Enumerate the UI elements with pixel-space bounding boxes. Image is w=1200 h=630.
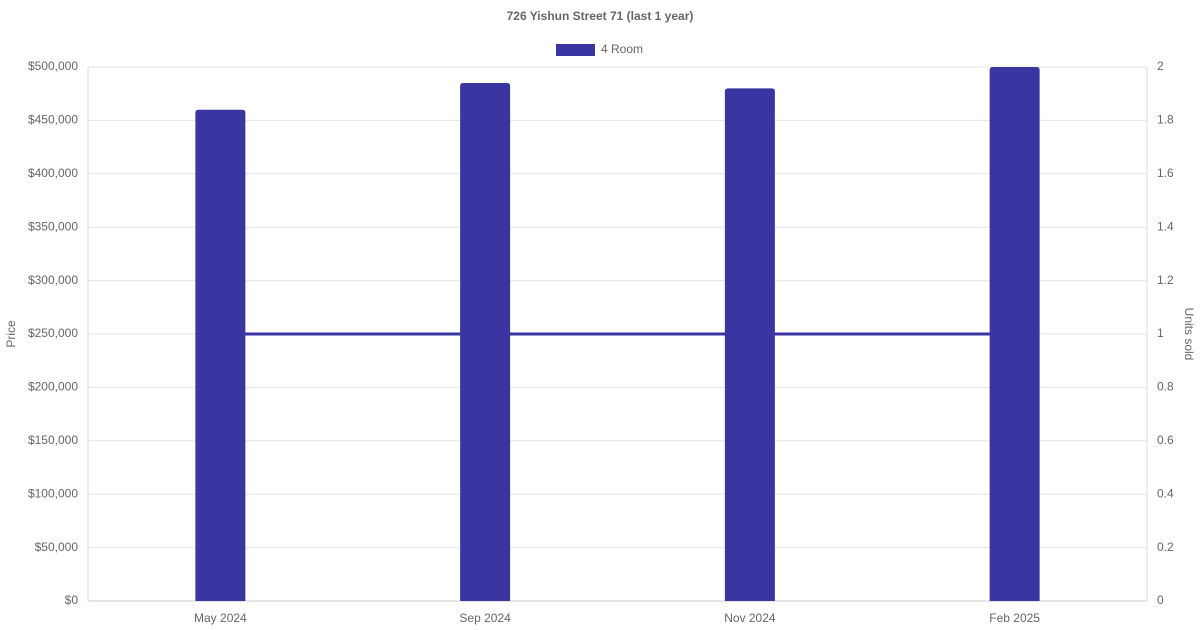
y2-axis-title: Units sold [1182,308,1196,361]
bar [724,88,775,602]
y2-tick-label: 0.2 [1157,540,1174,554]
legend-swatch [556,44,595,56]
x-tick-label: Nov 2024 [724,611,776,625]
y-tick-label: $450,000 [28,113,78,127]
y2-tick-label: 0.4 [1157,486,1174,500]
y2-tick-label: 0.8 [1157,380,1174,394]
y-tick-label: $100,000 [28,486,78,500]
legend-label: 4 Room [601,42,643,56]
x-tick-label: Feb 2025 [989,611,1040,625]
bar [989,67,1040,601]
y2-tick-label: 1.6 [1157,166,1174,180]
y-tick-label: $150,000 [28,433,78,447]
y-tick-label: $500,000 [28,59,78,73]
x-tick-label: Sep 2024 [459,611,511,625]
y-tick-label: $300,000 [28,273,78,287]
y2-tick-label: 2 [1157,59,1164,73]
y2-tick-label: 1 [1157,326,1164,340]
y2-tick-label: 1.2 [1157,273,1174,287]
y-tick-label: $400,000 [28,166,78,180]
chart-title: 726 Yishun Street 71 (last 1 year) [507,9,694,23]
y2-tick-label: 0.6 [1157,433,1174,447]
y-tick-label: $50,000 [35,540,79,554]
y-tick-label: $200,000 [28,380,78,394]
bar [460,83,511,601]
y-tick-label: $350,000 [28,219,78,233]
y-tick-label: $0 [65,593,79,607]
y2-tick-label: 1.8 [1157,113,1174,127]
bar [195,109,246,601]
y2-tick-label: 0 [1157,593,1164,607]
x-tick-label: May 2024 [194,611,247,625]
y-axis-title: Price [4,320,18,348]
y-tick-label: $250,000 [28,326,78,340]
y2-tick-label: 1.4 [1157,219,1174,233]
